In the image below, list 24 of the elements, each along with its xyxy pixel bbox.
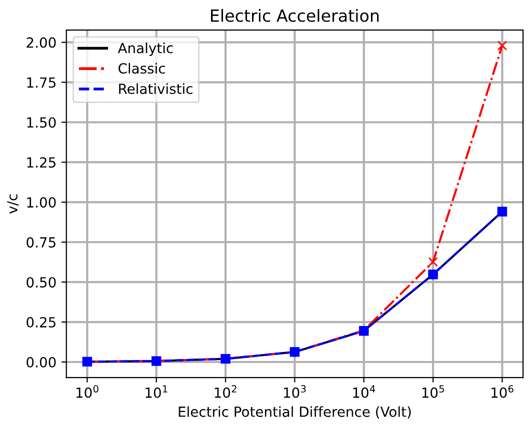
point xyxy=(428,257,438,267)
y-tick-label: 2.00 xyxy=(26,37,56,48)
y-axis-title: v/c xyxy=(7,194,19,214)
point xyxy=(497,40,508,50)
x-tick-label: 10$^{4}$ xyxy=(353,385,376,398)
x-axis-title: Electric Potential Difference (Volt) xyxy=(178,406,411,419)
y-tick-label: 1.75 xyxy=(27,77,56,88)
legend-label: Classic xyxy=(118,62,165,74)
x-tick-label: 10$^{5}$ xyxy=(422,385,444,398)
x-tick-label: 10$^{6}$ xyxy=(492,385,514,398)
y-tick-label: 0.50 xyxy=(26,277,56,288)
y-tick-label: 0.00 xyxy=(26,356,56,368)
y-tick-label: 0.25 xyxy=(26,317,56,328)
y-tick-label: 1.50 xyxy=(27,117,56,128)
y-tick-label: 1.00 xyxy=(27,197,56,208)
y-tick-label: 1.25 xyxy=(27,157,56,168)
x-tick-label: 10$^{1}$ xyxy=(146,385,168,398)
y-tick-label: 0.75 xyxy=(26,237,56,248)
chart-title: Electric Acceleration xyxy=(211,9,379,22)
legend-label: Analytic xyxy=(118,42,173,56)
x-tick-label: 10$^{0}$ xyxy=(76,385,98,398)
x-tick-label: 10$^{3}$ xyxy=(284,385,306,398)
x-tick-label: 10$^{2}$ xyxy=(214,385,236,398)
legend-label: Relativistic xyxy=(119,83,192,94)
